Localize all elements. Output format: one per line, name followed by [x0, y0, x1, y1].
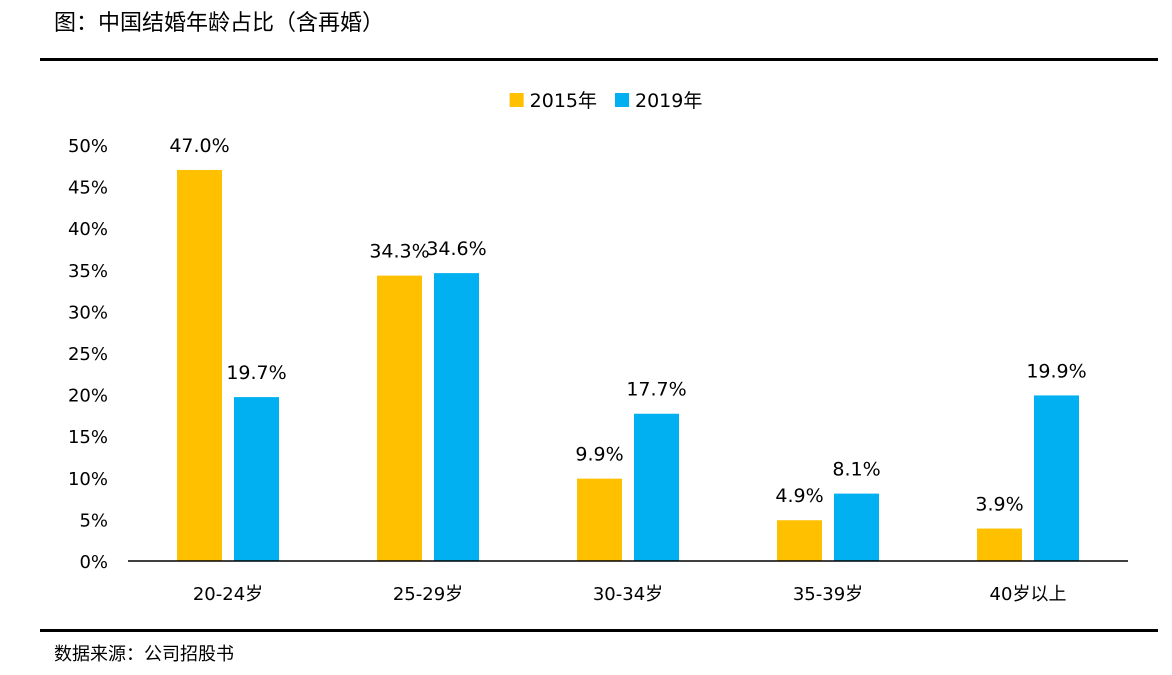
bar-2019年-25-29岁 — [434, 273, 479, 561]
legend-swatch — [509, 93, 524, 107]
data-label: 4.9% — [775, 485, 823, 507]
bar-2015年-35-39岁 — [777, 520, 822, 561]
y-tick-label: 40% — [68, 219, 108, 240]
x-tick-label: 35-39岁 — [793, 584, 863, 605]
bar-2015年-25-29岁 — [377, 275, 422, 561]
y-tick-label: 45% — [68, 178, 108, 199]
x-tick-label: 30-34岁 — [593, 584, 663, 605]
legend-item: 2019年 — [615, 90, 702, 112]
x-tick-label: 40岁以上 — [990, 584, 1067, 605]
y-tick-label: 20% — [68, 386, 108, 407]
bar-2019年-20-24岁 — [234, 397, 279, 561]
legend-label: 2019年 — [635, 90, 702, 112]
chart-legend: 2015年 2019年 — [509, 90, 702, 112]
legend-label: 2015年 — [530, 90, 597, 112]
x-tick-label: 25-29岁 — [393, 584, 463, 605]
y-tick-label: 0% — [79, 552, 108, 573]
data-label: 34.3% — [369, 241, 429, 263]
data-label: 19.7% — [226, 362, 286, 384]
source-note: 数据来源：公司招股书 — [54, 644, 234, 665]
bottom-rule — [40, 629, 1158, 632]
legend-item: 2015年 — [509, 90, 597, 112]
data-label: 47.0% — [169, 135, 229, 157]
bar-2015年-40岁以上 — [977, 528, 1022, 561]
data-label: 17.7% — [626, 379, 686, 401]
x-axis: 20-24岁 25-29岁 30-34岁 35-39岁 40岁以上 — [128, 560, 1128, 605]
chart-bars: 47.0% 19.7% 34.3%34.6% 9.9% 17.7% 4.9% 8.1% 3.9… — [169, 135, 1087, 561]
data-label: 3.9% — [975, 494, 1023, 516]
legend-swatch — [615, 93, 629, 107]
bar-2015年-20-24岁 — [177, 169, 222, 561]
bar-2019年-40岁以上 — [1034, 395, 1079, 561]
y-tick-label: 10% — [68, 469, 108, 490]
bar-2019年-30-34岁 — [634, 413, 679, 561]
bar-2019年-35-39岁 — [834, 493, 879, 561]
data-label: 19.9% — [1026, 360, 1086, 382]
y-tick-label: 25% — [68, 344, 108, 365]
y-tick-label: 50% — [68, 136, 108, 157]
y-tick-label: 30% — [68, 302, 108, 323]
data-label: 9.9% — [575, 444, 623, 466]
y-tick-label: 15% — [68, 427, 108, 448]
y-axis: 0% 5% 10% 15% 20% 25% 30% 35% 40% 45% 50% — [68, 136, 108, 573]
figure-title: 图：中国结婚年龄占比（含再婚） — [54, 11, 385, 36]
bar-2015年-30-34岁 — [577, 478, 622, 561]
top-rule — [40, 58, 1158, 61]
y-tick-label: 35% — [68, 261, 108, 282]
y-tick-label: 5% — [79, 510, 108, 531]
x-tick-label: 20-24岁 — [193, 584, 263, 605]
data-label: 34.6% — [426, 238, 486, 260]
data-label: 8.1% — [832, 459, 880, 481]
